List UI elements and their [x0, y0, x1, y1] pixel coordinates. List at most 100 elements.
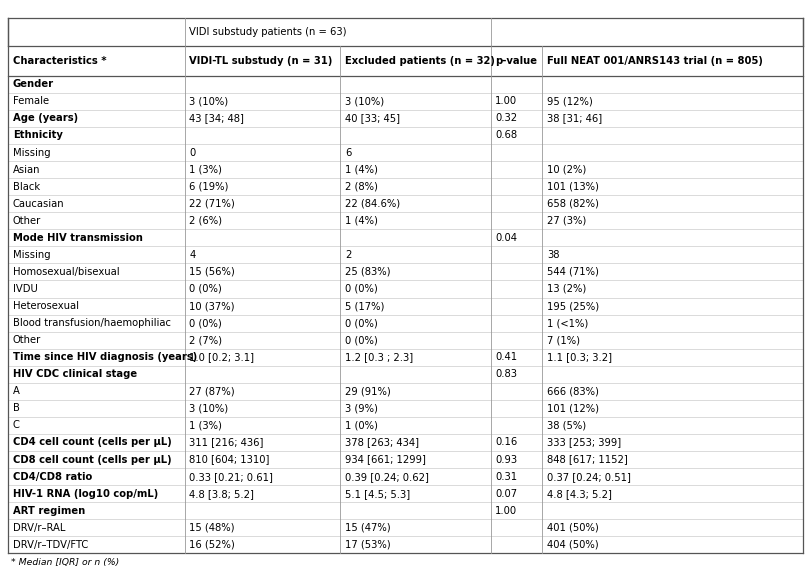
- Text: 4: 4: [189, 250, 195, 260]
- Text: Ethnicity: Ethnicity: [13, 130, 62, 140]
- Text: 3 (10%): 3 (10%): [189, 97, 229, 106]
- Text: Missing: Missing: [13, 250, 50, 260]
- Text: 3 (10%): 3 (10%): [189, 404, 229, 414]
- Text: Heterosexual: Heterosexual: [13, 301, 79, 311]
- Text: 1 (3%): 1 (3%): [189, 164, 222, 174]
- Text: 7 (1%): 7 (1%): [547, 335, 580, 345]
- Text: 658 (82%): 658 (82%): [547, 199, 599, 209]
- Text: 15 (47%): 15 (47%): [345, 523, 391, 533]
- Text: 4.8 [3.8; 5.2]: 4.8 [3.8; 5.2]: [189, 488, 254, 498]
- Text: ART regimen: ART regimen: [13, 505, 85, 516]
- Text: DRV/r–RAL: DRV/r–RAL: [13, 523, 65, 533]
- Text: 0.31: 0.31: [496, 472, 517, 481]
- Text: Other: Other: [13, 216, 41, 226]
- Text: HIV-1 RNA (log10 cop/mL): HIV-1 RNA (log10 cop/mL): [13, 488, 158, 498]
- Text: 2 (6%): 2 (6%): [189, 216, 222, 226]
- Text: A: A: [13, 386, 19, 396]
- Text: Homosexual/bisexual: Homosexual/bisexual: [13, 267, 119, 277]
- Text: 6 (19%): 6 (19%): [189, 182, 229, 192]
- Text: 6: 6: [345, 147, 351, 157]
- Text: 22 (71%): 22 (71%): [189, 199, 235, 209]
- Text: Asian: Asian: [13, 164, 41, 174]
- Text: 0 (0%): 0 (0%): [345, 335, 378, 345]
- Text: B: B: [13, 404, 19, 414]
- Text: 25 (83%): 25 (83%): [345, 267, 391, 277]
- Text: 27 (87%): 27 (87%): [189, 386, 235, 396]
- Text: 1.00: 1.00: [496, 505, 517, 516]
- Text: 0.33 [0.21; 0.61]: 0.33 [0.21; 0.61]: [189, 472, 273, 481]
- Text: 401 (50%): 401 (50%): [547, 523, 599, 533]
- Text: 3 (10%): 3 (10%): [345, 97, 384, 106]
- Text: 10 (37%): 10 (37%): [189, 301, 235, 311]
- Text: 3 (9%): 3 (9%): [345, 404, 378, 414]
- Text: 1 (3%): 1 (3%): [189, 421, 222, 431]
- Text: VIDI-TL substudy (n = 31): VIDI-TL substudy (n = 31): [189, 56, 333, 66]
- Text: 1 (4%): 1 (4%): [345, 216, 378, 226]
- Text: Black: Black: [13, 182, 40, 192]
- Text: IVDU: IVDU: [13, 284, 38, 294]
- Text: 4.8 [4.3; 5.2]: 4.8 [4.3; 5.2]: [547, 488, 611, 498]
- Text: 29 (91%): 29 (91%): [345, 386, 391, 396]
- Text: DRV/r–TDV/FTC: DRV/r–TDV/FTC: [13, 540, 88, 550]
- Text: 848 [617; 1152]: 848 [617; 1152]: [547, 455, 628, 464]
- Text: 2 (8%): 2 (8%): [345, 182, 378, 192]
- Text: 1 (0%): 1 (0%): [345, 421, 378, 431]
- Text: Female: Female: [13, 97, 49, 106]
- Text: 101 (12%): 101 (12%): [547, 404, 599, 414]
- Text: 13 (2%): 13 (2%): [547, 284, 586, 294]
- Text: 101 (13%): 101 (13%): [547, 182, 599, 192]
- Text: 0 (0%): 0 (0%): [189, 318, 222, 328]
- Text: 1 (<1%): 1 (<1%): [547, 318, 588, 328]
- Text: 38 (5%): 38 (5%): [547, 421, 586, 431]
- Text: 0: 0: [189, 147, 195, 157]
- Text: 0.39 [0.24; 0.62]: 0.39 [0.24; 0.62]: [345, 472, 429, 481]
- Text: Characteristics *: Characteristics *: [13, 56, 106, 66]
- Text: 0.07: 0.07: [496, 488, 517, 498]
- Text: 0.41: 0.41: [496, 352, 517, 362]
- Text: 404 (50%): 404 (50%): [547, 540, 599, 550]
- Text: 22 (84.6%): 22 (84.6%): [345, 199, 400, 209]
- Text: C: C: [13, 421, 19, 431]
- Text: 378 [263; 434]: 378 [263; 434]: [345, 438, 419, 448]
- Text: 5.1 [4.5; 5.3]: 5.1 [4.5; 5.3]: [345, 488, 410, 498]
- Text: HIV CDC clinical stage: HIV CDC clinical stage: [13, 369, 137, 379]
- Text: 27 (3%): 27 (3%): [547, 216, 586, 226]
- Text: 0.68: 0.68: [496, 130, 517, 140]
- Text: Time since HIV diagnosis (years): Time since HIV diagnosis (years): [13, 352, 197, 362]
- Text: 544 (71%): 544 (71%): [547, 267, 599, 277]
- Text: p-value: p-value: [496, 56, 538, 66]
- Text: 0.32: 0.32: [496, 113, 517, 123]
- Text: Other: Other: [13, 335, 41, 345]
- Text: 0.83: 0.83: [496, 369, 517, 379]
- Text: Full NEAT 001/ANRS143 trial (n = 805): Full NEAT 001/ANRS143 trial (n = 805): [547, 56, 763, 66]
- Text: 43 [34; 48]: 43 [34; 48]: [189, 113, 244, 123]
- Text: Caucasian: Caucasian: [13, 199, 65, 209]
- Text: 333 [253; 399]: 333 [253; 399]: [547, 438, 621, 448]
- Text: 0 (0%): 0 (0%): [345, 284, 378, 294]
- Text: 0 (0%): 0 (0%): [189, 284, 222, 294]
- Text: 0.04: 0.04: [496, 233, 517, 243]
- Text: 16 (52%): 16 (52%): [189, 540, 235, 550]
- Text: 15 (56%): 15 (56%): [189, 267, 235, 277]
- Text: 10 (2%): 10 (2%): [547, 164, 586, 174]
- Text: Mode HIV transmission: Mode HIV transmission: [13, 233, 143, 243]
- Text: 0.16: 0.16: [496, 438, 517, 448]
- Text: * Median [IQR] or n (%): * Median [IQR] or n (%): [11, 558, 119, 566]
- Text: Excluded patients (n = 32): Excluded patients (n = 32): [345, 56, 495, 66]
- Text: 95 (12%): 95 (12%): [547, 97, 593, 106]
- Text: 1.0 [0.2; 3.1]: 1.0 [0.2; 3.1]: [189, 352, 255, 362]
- Text: 0.93: 0.93: [496, 455, 517, 464]
- Text: 15 (48%): 15 (48%): [189, 523, 235, 533]
- Text: 40 [33; 45]: 40 [33; 45]: [345, 113, 400, 123]
- Text: 38 [31; 46]: 38 [31; 46]: [547, 113, 602, 123]
- Text: 666 (83%): 666 (83%): [547, 386, 599, 396]
- Text: 311 [216; 436]: 311 [216; 436]: [189, 438, 264, 448]
- Text: Age (years): Age (years): [13, 113, 78, 123]
- Text: 1.00: 1.00: [496, 97, 517, 106]
- Text: 2 (7%): 2 (7%): [189, 335, 222, 345]
- Text: 195 (25%): 195 (25%): [547, 301, 599, 311]
- Text: 0 (0%): 0 (0%): [345, 318, 378, 328]
- Text: 17 (53%): 17 (53%): [345, 540, 391, 550]
- Text: Missing: Missing: [13, 147, 50, 157]
- Text: 1 (4%): 1 (4%): [345, 164, 378, 174]
